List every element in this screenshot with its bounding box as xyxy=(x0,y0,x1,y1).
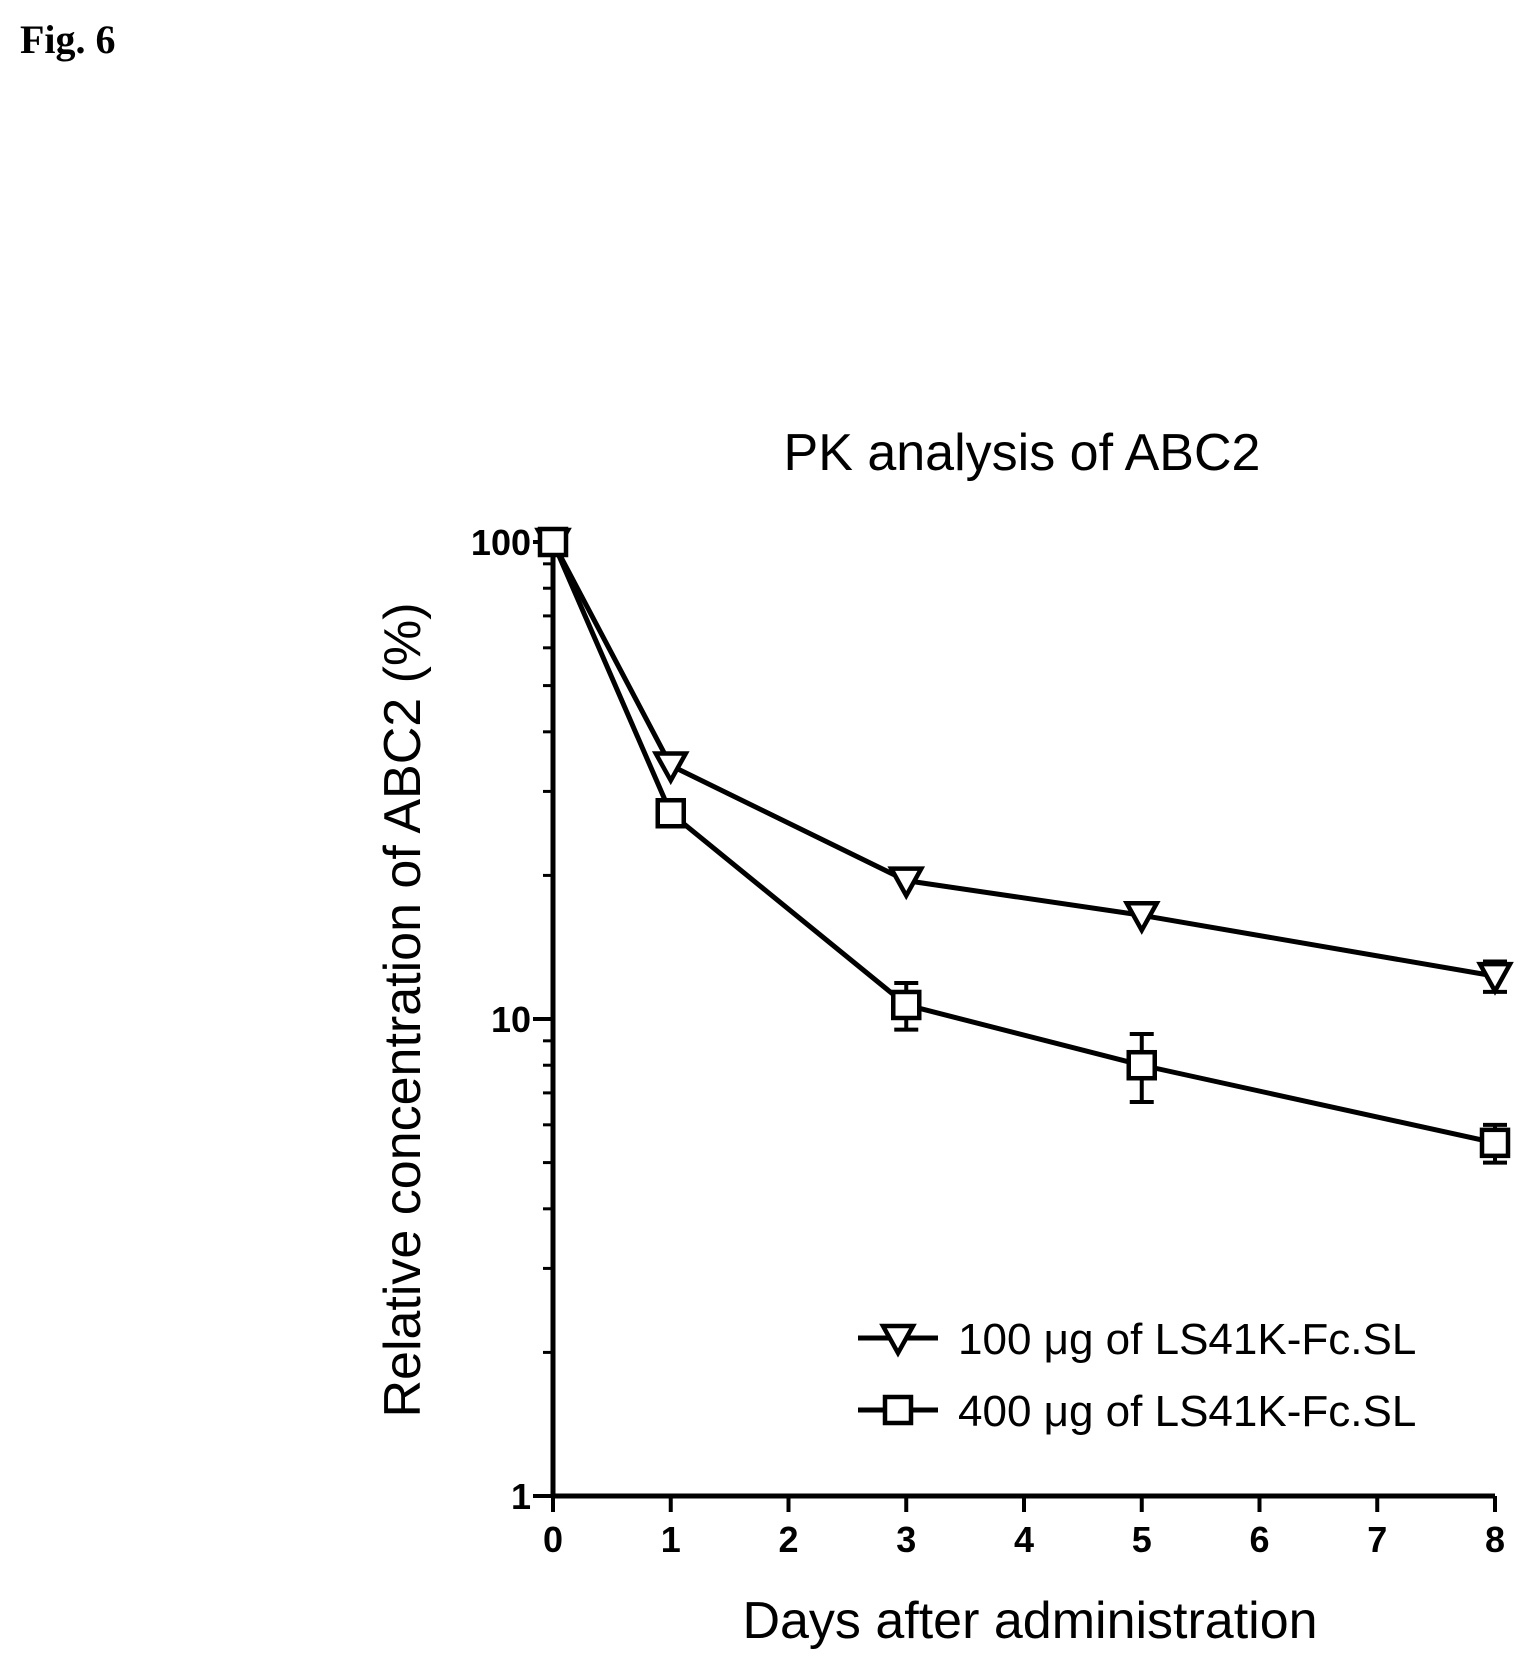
legend-entry-1: 100 μg of LS41K-Fc.SL xyxy=(858,1315,1416,1364)
data-point xyxy=(655,797,686,829)
chart-title: PK analysis of ABC2 xyxy=(784,424,1261,482)
y-tick-label: 10 xyxy=(491,999,531,1040)
x-tick-label: 3 xyxy=(896,1519,916,1560)
data-point xyxy=(891,989,922,1021)
figure-label: Fig. 6 xyxy=(20,17,116,62)
legend: 100 μg of LS41K-Fc.SL 400 μg of LS41K-Fc.… xyxy=(858,1315,1416,1436)
legend-label: 100 μg of LS41K-Fc.SL xyxy=(958,1315,1416,1364)
series-1 xyxy=(534,527,1514,996)
data-point xyxy=(1479,1127,1511,1159)
x-tick-label: 1 xyxy=(661,1519,681,1560)
series-layer xyxy=(534,526,1514,1165)
data-point xyxy=(537,526,569,558)
x-axis-label: Days after administration xyxy=(742,1592,1317,1650)
data-point xyxy=(1126,1049,1157,1081)
legend-entry-2: 400 μg of LS41K-Fc.SL xyxy=(858,1387,1416,1436)
x-tick-label: 0 xyxy=(543,1519,563,1560)
x-tick-label: 7 xyxy=(1367,1519,1387,1560)
series-line xyxy=(550,540,1496,979)
data-point xyxy=(651,751,690,786)
data-point xyxy=(887,866,926,901)
x-tick-label: 2 xyxy=(778,1519,798,1560)
legend-marker xyxy=(879,1323,917,1358)
data-point xyxy=(1476,961,1514,996)
x-tick-label: 6 xyxy=(1249,1519,1269,1560)
x-tick-label: 8 xyxy=(1485,1519,1505,1560)
x-tick-label: 5 xyxy=(1132,1519,1152,1560)
series-line xyxy=(550,541,1496,1146)
y-axis-label: Relative concentration of ABC2 (%) xyxy=(374,602,432,1417)
legend-label: 400 μg of LS41K-Fc.SL xyxy=(958,1387,1416,1436)
series-2 xyxy=(537,526,1511,1165)
data-point xyxy=(1122,901,1161,935)
y-tick-label: 1 xyxy=(511,1476,531,1517)
legend-marker xyxy=(882,1394,914,1426)
y-tick-label: 100 xyxy=(471,522,531,563)
x-tick-label: 4 xyxy=(1014,1519,1034,1560)
